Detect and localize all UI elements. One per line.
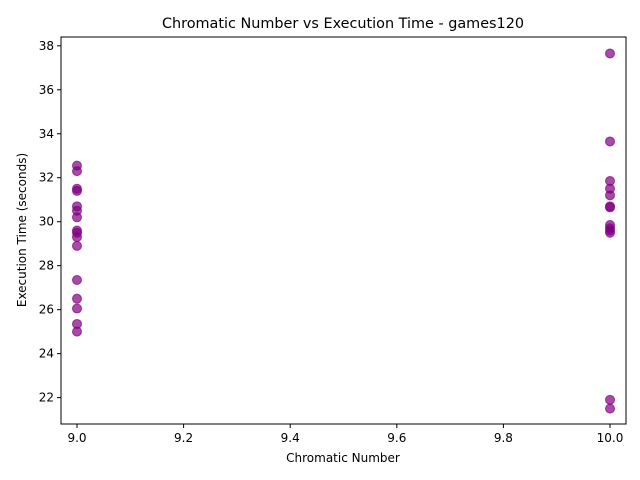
y-tick-label: 24 xyxy=(39,347,54,361)
x-tick-label: 9.6 xyxy=(387,431,406,445)
plot-frame xyxy=(60,36,627,425)
x-axis-title: Chromatic Number xyxy=(286,451,400,465)
y-axis-title: Execution Time (seconds) xyxy=(15,153,29,307)
data-point-6 xyxy=(71,212,82,223)
x-axis: 9.0 9.2 9.4 9.6 9.8 10.0 xyxy=(67,424,623,445)
data-point-16 xyxy=(605,48,616,59)
data-point-28 xyxy=(605,403,616,414)
data-point-12 xyxy=(71,293,82,304)
y-tick-label: 22 xyxy=(39,391,54,405)
y-tick-label: 36 xyxy=(39,83,54,97)
data-point-27 xyxy=(605,394,616,405)
data-point-20 xyxy=(605,190,616,201)
y-tick-label: 34 xyxy=(39,127,54,141)
data-point-9 xyxy=(71,232,82,243)
x-tick-label: 9.8 xyxy=(494,431,513,445)
y-tick-label: 32 xyxy=(39,171,54,185)
plot-area xyxy=(71,48,616,414)
y-tick-label: 38 xyxy=(39,39,54,53)
data-point-3 xyxy=(71,185,82,196)
data-point-22 xyxy=(605,202,616,213)
data-point-13 xyxy=(71,303,82,314)
y-tick-label: 30 xyxy=(39,215,54,229)
data-point-1 xyxy=(71,166,82,177)
y-axis: 22 24 26 28 30 32 34 36 38 xyxy=(39,39,61,405)
x-tick-label: 9.4 xyxy=(281,431,300,445)
data-point-10 xyxy=(71,240,82,251)
x-tick-label: 9.0 xyxy=(67,431,86,445)
y-tick-label: 28 xyxy=(39,259,54,273)
x-tick-label: 10.0 xyxy=(597,431,624,445)
data-point-17 xyxy=(605,136,616,147)
x-tick-label: 9.2 xyxy=(174,431,193,445)
data-point-26 xyxy=(605,227,616,238)
chart-title: Chromatic Number vs Execution Time - gam… xyxy=(162,16,524,32)
data-point-11 xyxy=(71,274,82,285)
y-tick-label: 26 xyxy=(39,303,54,317)
data-point-15 xyxy=(71,326,82,337)
